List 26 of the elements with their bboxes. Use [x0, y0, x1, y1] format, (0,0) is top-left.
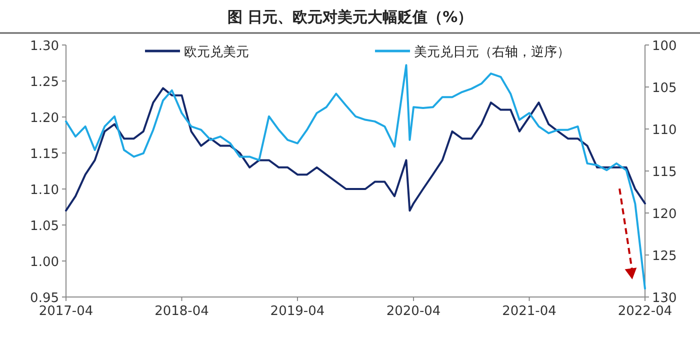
y-tick-label: 1.00 [30, 255, 59, 270]
y-tick-label: 1.30 [30, 39, 59, 54]
x-tick-label: 2019-04 [270, 304, 325, 319]
legend-label: 欧元兑美元 [184, 44, 249, 60]
x-tick-label: 2018-04 [154, 304, 209, 319]
y-tick-label: 1.10 [30, 183, 59, 198]
y-tick-label: 1.20 [30, 111, 59, 126]
y2-tick-label: 105 [652, 81, 677, 96]
y2-tick-label: 100 [652, 39, 677, 54]
y2-tick-label: 115 [652, 165, 677, 180]
line-series [65, 64, 646, 290]
y2-tick-label: 110 [652, 123, 677, 138]
y2-tick-label: 130 [652, 291, 677, 306]
y-tick-label: 1.25 [30, 75, 59, 90]
x-tick-label: 2017-04 [38, 304, 94, 319]
y2-tick-label: 125 [652, 249, 677, 264]
x-tick-label: 2022-04 [618, 304, 672, 319]
legend-label: 美元兑日元（右轴，逆序） [414, 44, 570, 60]
line-series [65, 87, 646, 212]
chart-title: 图 日元、欧元对美元大幅贬值（%） [227, 8, 473, 26]
x-tick-label: 2021-04 [502, 304, 556, 319]
y2-tick-label: 120 [652, 207, 677, 222]
x-tick-label: 2020-04 [386, 304, 441, 319]
y-tick-label: 0.95 [30, 291, 59, 306]
y-tick-label: 1.15 [30, 147, 59, 162]
y-tick-label: 1.05 [30, 219, 59, 234]
